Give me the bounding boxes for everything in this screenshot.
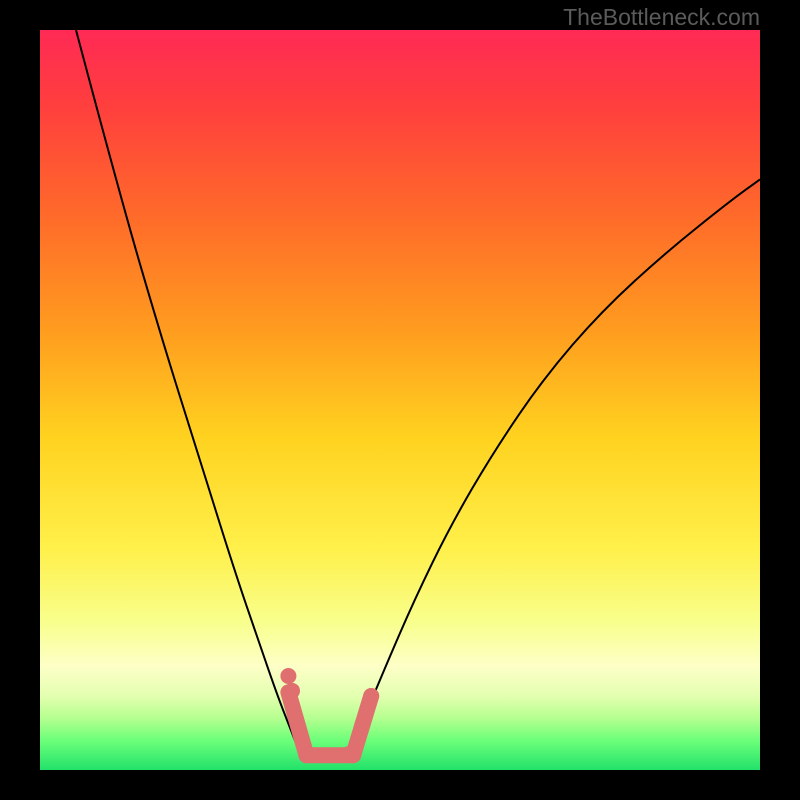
plot-background [40,30,760,770]
chart-svg [0,0,800,800]
watermark-text: TheBottleneck.com [563,4,760,31]
chart-frame: TheBottleneck.com [0,0,800,800]
